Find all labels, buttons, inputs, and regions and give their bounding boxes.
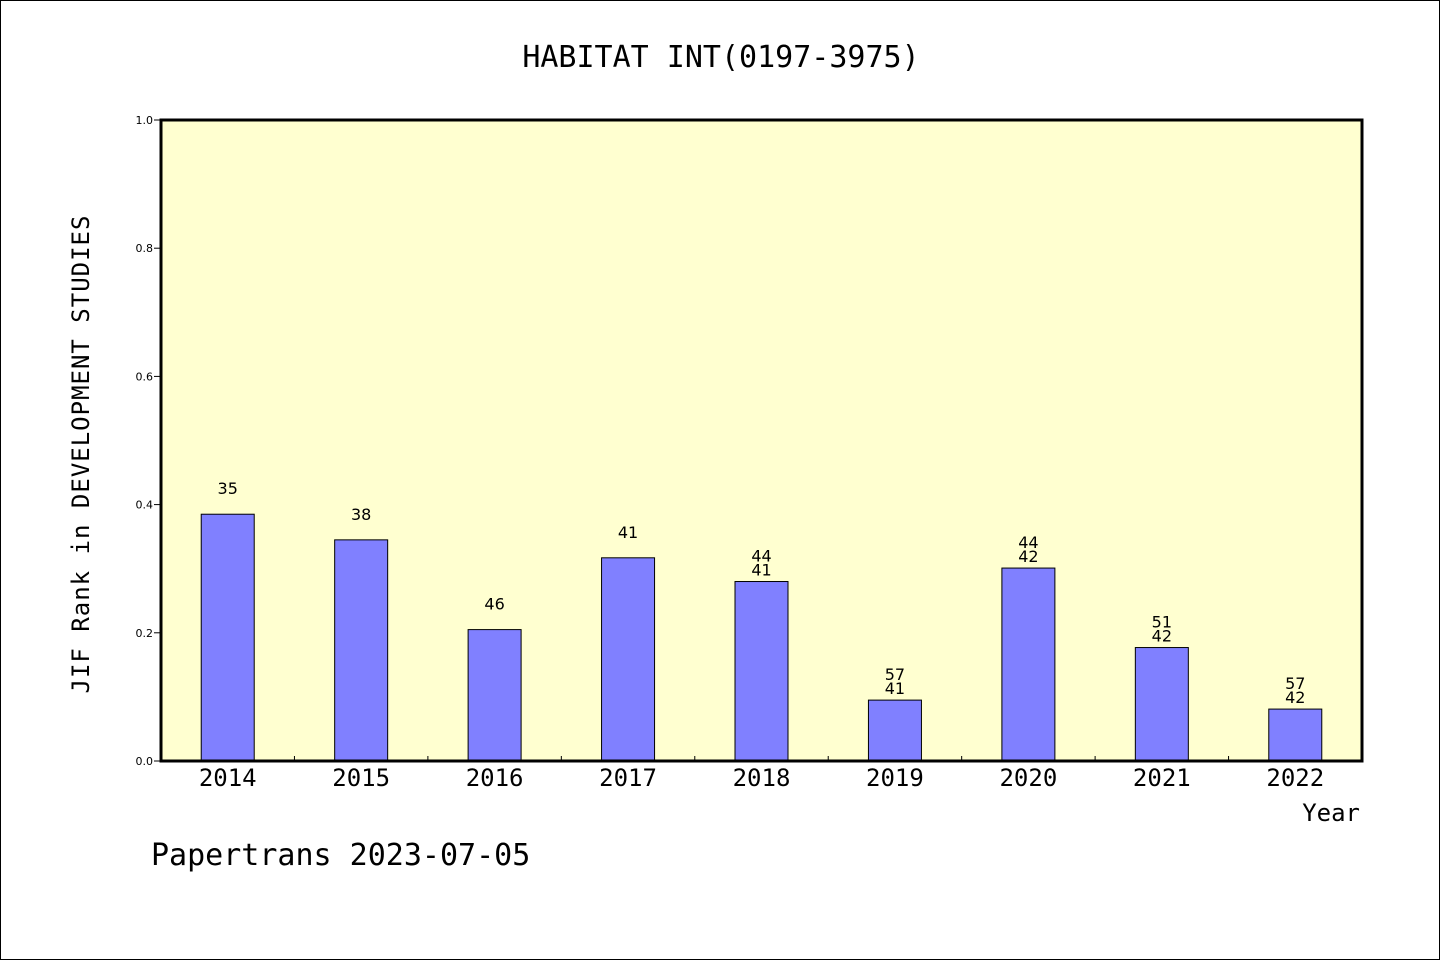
x-axis: 2014 2015 2016 2017 2018 2019 2020 2021 2022 bbox=[199, 756, 1324, 792]
x-tick-label: 2022 bbox=[1266, 764, 1324, 792]
x-tick-label: 2016 bbox=[466, 764, 524, 792]
bar-2015 bbox=[334, 539, 389, 762]
x-tick-label: 2019 bbox=[866, 764, 924, 792]
data-label: 42 bbox=[1018, 547, 1038, 566]
y-axis: 0.0 0.2 0.4 0.6 0.8 1.0 bbox=[136, 114, 161, 768]
data-label: 57 bbox=[1285, 674, 1305, 693]
y-tick-label: 1.0 bbox=[136, 114, 154, 127]
bar-2016 bbox=[467, 629, 522, 762]
data-label: 44 bbox=[751, 547, 771, 566]
data-label: 38 bbox=[351, 505, 371, 524]
bar-2022 bbox=[1268, 708, 1323, 762]
x-tick-label: 2021 bbox=[1133, 764, 1191, 792]
data-label: 41 bbox=[885, 679, 905, 698]
data-label: 46 bbox=[484, 595, 504, 614]
data-label: 42 bbox=[1285, 688, 1305, 707]
x-tick-label: 2015 bbox=[332, 764, 390, 792]
data-label: 41 bbox=[751, 561, 771, 580]
x-tick-label: 2017 bbox=[599, 764, 657, 792]
y-tick-label: 0.0 bbox=[136, 755, 154, 768]
y-tick-label: 0.2 bbox=[136, 627, 154, 640]
y-axis-label: JIF Rank in DEVELOPMENT STUDIES bbox=[67, 215, 95, 694]
x-axis-label: Year bbox=[1302, 799, 1360, 827]
y-tick-label: 0.6 bbox=[136, 370, 154, 383]
data-label: 41 bbox=[618, 523, 638, 542]
bar-2021 bbox=[1134, 647, 1189, 762]
data-label: 44 bbox=[1018, 533, 1038, 552]
bar-2014 bbox=[200, 513, 255, 762]
footer-text: Papertrans 2023-07-05 bbox=[151, 838, 530, 873]
data-label: 35 bbox=[218, 479, 238, 498]
bar-2019 bbox=[867, 699, 922, 762]
data-label: 51 bbox=[1152, 613, 1172, 632]
y-tick-label: 0.8 bbox=[136, 242, 154, 255]
plot-frame bbox=[159, 118, 1364, 763]
x-tick-label: 2020 bbox=[999, 764, 1057, 792]
chart-title: HABITAT INT(0197-3975) bbox=[522, 40, 919, 75]
bar-2018 bbox=[734, 581, 789, 762]
bars-layer bbox=[200, 513, 1323, 762]
data-label: 57 bbox=[885, 665, 905, 684]
data-label: 42 bbox=[1152, 627, 1172, 646]
y-tick-label: 0.4 bbox=[136, 499, 154, 512]
bar-2020 bbox=[1001, 567, 1056, 762]
x-tick-label: 2014 bbox=[199, 764, 257, 792]
x-tick-label: 2018 bbox=[733, 764, 791, 792]
bar-2017 bbox=[601, 557, 656, 762]
